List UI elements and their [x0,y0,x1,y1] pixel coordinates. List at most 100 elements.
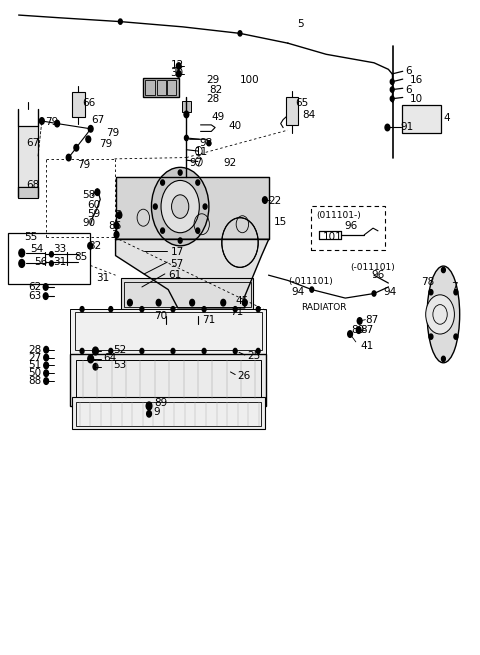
Circle shape [171,307,175,312]
Circle shape [256,348,260,354]
Bar [157,81,166,95]
Text: 31: 31 [96,273,109,283]
Text: 45: 45 [235,296,249,307]
Text: 87: 87 [360,325,374,335]
Text: 10: 10 [410,94,423,103]
Text: 40: 40 [228,121,241,131]
Text: (-011101): (-011101) [288,277,333,286]
Circle shape [109,348,113,354]
Circle shape [256,307,260,312]
Circle shape [49,261,53,266]
Circle shape [43,293,48,299]
Text: 57: 57 [170,259,184,269]
Text: 32: 32 [88,242,102,252]
Circle shape [161,180,199,233]
Text: 15: 15 [274,217,287,227]
Text: 26: 26 [238,371,251,381]
Polygon shape [116,239,269,308]
Circle shape [203,204,207,209]
Text: 28: 28 [28,345,41,355]
Text: 3: 3 [111,230,118,240]
Bar [72,92,85,117]
Circle shape [385,124,390,131]
Text: 9: 9 [154,407,160,417]
Text: 90: 90 [82,218,95,228]
Text: 4: 4 [444,113,450,123]
Text: 41: 41 [360,341,374,351]
Circle shape [348,331,352,337]
Circle shape [372,291,376,296]
Text: 54: 54 [30,244,43,254]
Circle shape [44,354,48,361]
Text: 60: 60 [87,200,100,210]
Circle shape [196,180,200,185]
Circle shape [195,312,201,320]
Text: 16: 16 [410,75,423,85]
Bar [8,233,90,284]
Circle shape [178,170,182,175]
Text: 78: 78 [421,277,434,287]
Bar [145,81,155,95]
Text: 27: 27 [28,352,41,363]
Bar [70,309,266,354]
Circle shape [390,79,394,84]
Circle shape [147,411,152,417]
Circle shape [390,87,394,92]
Text: 65: 65 [295,98,308,108]
Circle shape [184,111,189,118]
Text: 28: 28 [206,94,220,103]
Circle shape [263,196,267,203]
Bar [144,79,179,97]
Text: 50: 50 [28,368,41,378]
Text: 89: 89 [154,398,167,408]
Circle shape [161,228,165,233]
Text: 55: 55 [24,233,38,242]
Circle shape [390,96,394,102]
Circle shape [19,259,24,267]
Circle shape [117,212,122,218]
Bar [76,360,261,400]
Circle shape [242,299,247,306]
Text: 67: 67 [92,115,105,124]
Text: 33: 33 [53,244,67,254]
Text: 30: 30 [170,68,184,78]
Text: 100: 100 [240,75,260,85]
Circle shape [44,370,48,377]
Text: 85: 85 [74,252,87,262]
Circle shape [426,295,455,334]
Circle shape [454,334,458,339]
Text: 59: 59 [87,209,100,219]
Text: 98: 98 [199,138,213,148]
Circle shape [196,228,200,233]
Circle shape [80,307,84,312]
Circle shape [95,189,100,195]
Circle shape [86,136,91,143]
Text: 63: 63 [28,291,42,301]
Bar [181,102,191,112]
Circle shape [207,141,211,146]
Text: 31: 31 [53,257,67,267]
Text: 6: 6 [405,66,412,76]
Circle shape [429,334,433,339]
Circle shape [176,71,181,77]
Text: 87: 87 [365,314,379,325]
Text: 25: 25 [247,351,261,362]
Circle shape [161,180,165,185]
Text: 6: 6 [405,84,412,94]
Text: (011101-): (011101-) [317,210,361,219]
Text: 94: 94 [292,287,305,297]
Text: 101: 101 [323,233,342,242]
Text: 7: 7 [452,282,458,292]
Text: 82: 82 [209,84,222,94]
Circle shape [454,290,458,295]
Polygon shape [116,177,269,239]
Circle shape [66,155,71,161]
Text: 53: 53 [113,360,126,371]
Bar [76,402,261,426]
Bar [402,105,441,133]
Text: 58: 58 [82,191,96,200]
Circle shape [163,312,168,320]
Text: 51: 51 [28,360,41,371]
Circle shape [93,347,98,355]
Text: 71: 71 [230,307,244,317]
